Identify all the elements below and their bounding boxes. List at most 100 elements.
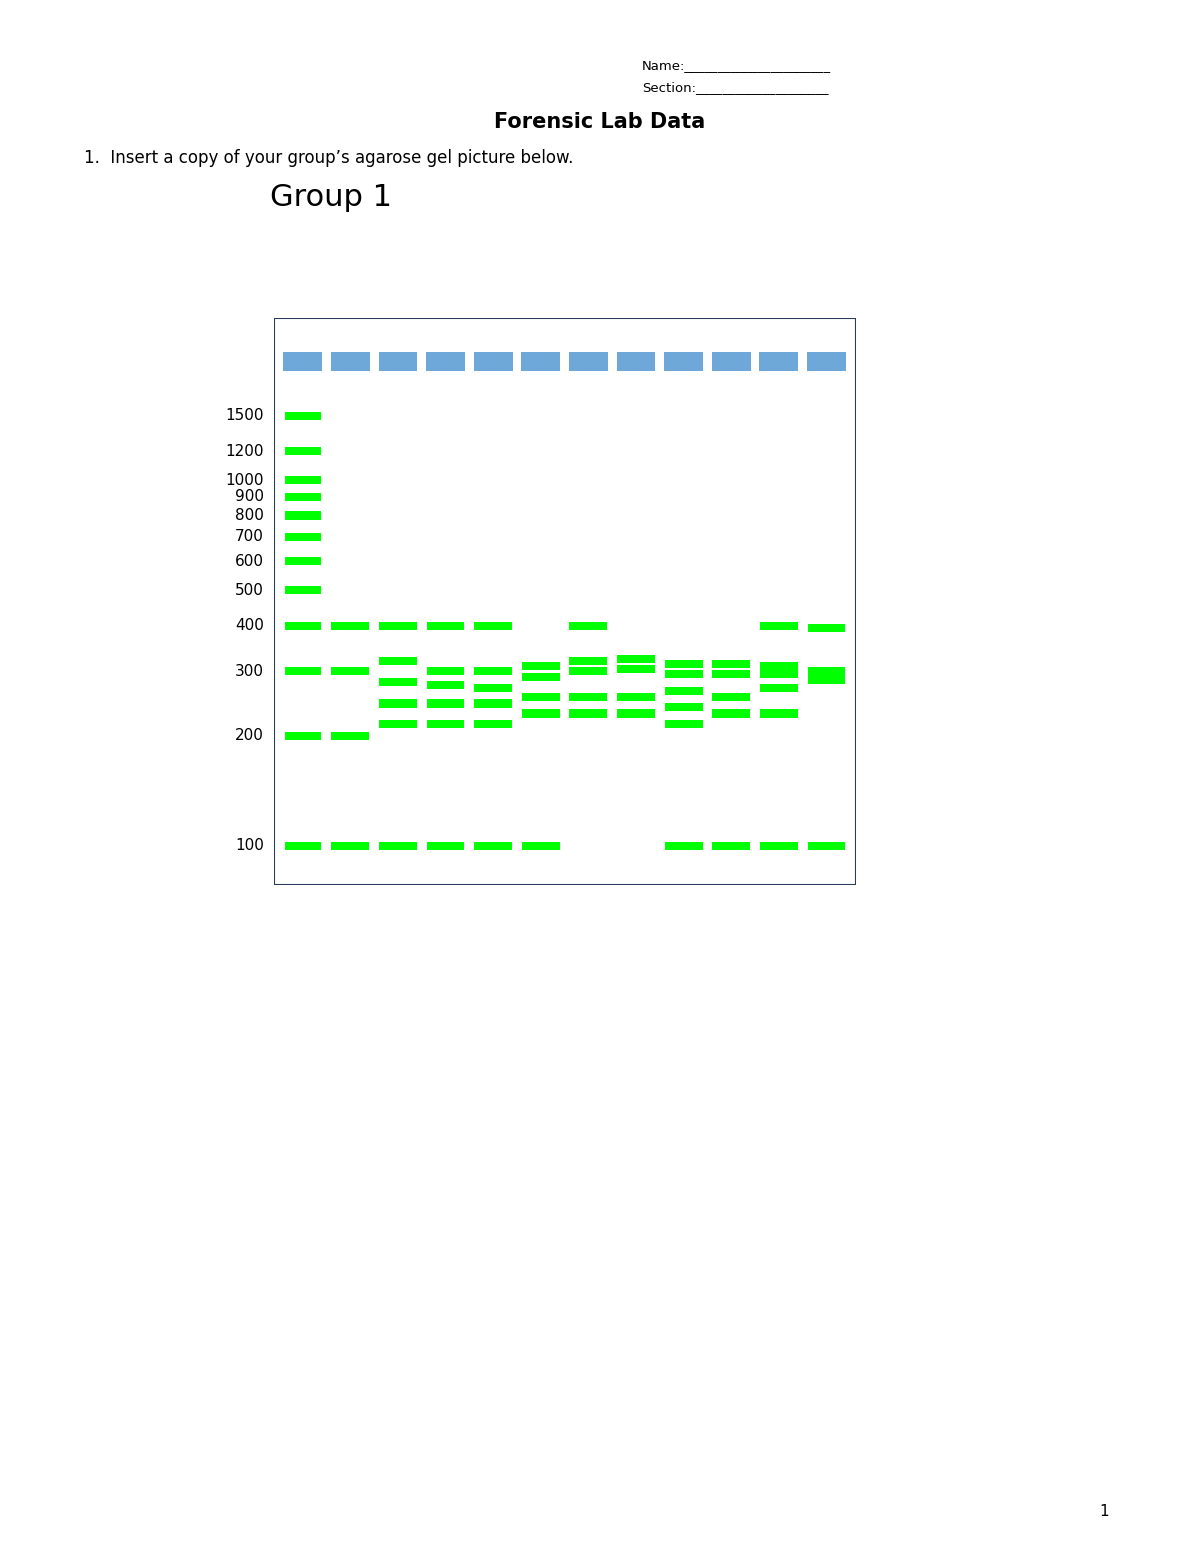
FancyBboxPatch shape — [665, 721, 702, 728]
FancyBboxPatch shape — [474, 621, 512, 631]
FancyBboxPatch shape — [427, 621, 464, 631]
FancyBboxPatch shape — [617, 654, 655, 663]
FancyBboxPatch shape — [760, 662, 798, 671]
FancyBboxPatch shape — [331, 842, 370, 849]
FancyBboxPatch shape — [427, 699, 464, 708]
FancyBboxPatch shape — [427, 682, 464, 690]
FancyBboxPatch shape — [522, 710, 559, 717]
FancyBboxPatch shape — [570, 668, 607, 676]
FancyBboxPatch shape — [474, 721, 512, 728]
FancyBboxPatch shape — [570, 710, 607, 717]
Text: 1: 1 — [346, 331, 355, 346]
FancyBboxPatch shape — [283, 353, 322, 371]
FancyBboxPatch shape — [331, 668, 370, 676]
FancyBboxPatch shape — [284, 731, 320, 739]
Text: 800: 800 — [235, 508, 264, 523]
FancyBboxPatch shape — [284, 477, 320, 485]
FancyBboxPatch shape — [284, 533, 320, 540]
FancyBboxPatch shape — [713, 669, 750, 679]
Text: 10: 10 — [769, 331, 788, 346]
Text: 4: 4 — [488, 331, 498, 346]
FancyBboxPatch shape — [808, 676, 846, 683]
FancyBboxPatch shape — [712, 353, 751, 371]
FancyBboxPatch shape — [474, 699, 512, 708]
Text: Group 1: Group 1 — [270, 183, 392, 213]
FancyBboxPatch shape — [474, 683, 512, 693]
FancyBboxPatch shape — [665, 353, 703, 371]
FancyBboxPatch shape — [284, 558, 320, 565]
FancyBboxPatch shape — [474, 842, 512, 849]
FancyBboxPatch shape — [427, 842, 464, 849]
FancyBboxPatch shape — [379, 699, 416, 708]
FancyBboxPatch shape — [427, 668, 464, 676]
FancyBboxPatch shape — [665, 686, 702, 696]
Text: 300: 300 — [235, 663, 264, 679]
FancyBboxPatch shape — [665, 669, 702, 679]
FancyBboxPatch shape — [760, 710, 798, 717]
Text: 600: 600 — [235, 554, 264, 568]
FancyBboxPatch shape — [426, 353, 464, 371]
FancyBboxPatch shape — [760, 669, 798, 679]
FancyBboxPatch shape — [617, 665, 655, 672]
FancyBboxPatch shape — [569, 353, 608, 371]
FancyBboxPatch shape — [331, 353, 370, 371]
FancyBboxPatch shape — [713, 842, 750, 849]
Text: 1500: 1500 — [226, 408, 264, 424]
FancyBboxPatch shape — [760, 621, 798, 631]
FancyBboxPatch shape — [427, 721, 464, 728]
FancyBboxPatch shape — [284, 621, 320, 631]
Text: Forensic Lab Data: Forensic Lab Data — [494, 112, 706, 132]
FancyBboxPatch shape — [760, 353, 798, 371]
Text: Name:______________________: Name:______________________ — [642, 59, 832, 71]
FancyBboxPatch shape — [808, 624, 846, 632]
FancyBboxPatch shape — [522, 662, 559, 671]
FancyBboxPatch shape — [522, 672, 559, 680]
FancyBboxPatch shape — [379, 679, 416, 686]
FancyBboxPatch shape — [617, 710, 655, 717]
FancyBboxPatch shape — [284, 585, 320, 595]
FancyBboxPatch shape — [474, 353, 512, 371]
FancyBboxPatch shape — [379, 657, 416, 665]
FancyBboxPatch shape — [808, 668, 846, 676]
Text: 1: 1 — [1099, 1503, 1109, 1519]
Text: 8: 8 — [679, 331, 689, 346]
FancyBboxPatch shape — [760, 842, 798, 849]
FancyBboxPatch shape — [570, 621, 607, 631]
FancyBboxPatch shape — [808, 353, 846, 371]
FancyBboxPatch shape — [713, 660, 750, 668]
FancyBboxPatch shape — [617, 353, 655, 371]
Text: 1.  Insert a copy of your group’s agarose gel picture below.: 1. Insert a copy of your group’s agarose… — [84, 149, 574, 168]
Text: 5: 5 — [536, 331, 546, 346]
FancyBboxPatch shape — [379, 721, 416, 728]
FancyBboxPatch shape — [522, 842, 559, 849]
FancyBboxPatch shape — [665, 660, 702, 668]
Text: 700: 700 — [235, 530, 264, 544]
Text: 7: 7 — [631, 331, 641, 346]
FancyBboxPatch shape — [284, 668, 320, 676]
FancyBboxPatch shape — [284, 412, 320, 419]
Text: 9: 9 — [727, 331, 736, 346]
Text: 2: 2 — [394, 331, 403, 346]
FancyBboxPatch shape — [665, 842, 702, 849]
FancyBboxPatch shape — [713, 710, 750, 717]
FancyBboxPatch shape — [474, 668, 512, 676]
FancyBboxPatch shape — [570, 657, 607, 665]
Text: 500: 500 — [235, 582, 264, 598]
FancyBboxPatch shape — [713, 693, 750, 702]
Text: 100: 100 — [235, 839, 264, 854]
Text: 1000: 1000 — [226, 472, 264, 488]
FancyBboxPatch shape — [808, 842, 846, 849]
Text: 1200: 1200 — [226, 444, 264, 458]
FancyBboxPatch shape — [617, 693, 655, 702]
Text: 3: 3 — [440, 331, 450, 346]
FancyBboxPatch shape — [331, 621, 370, 631]
Text: Section:____________________: Section:____________________ — [642, 81, 828, 93]
FancyBboxPatch shape — [378, 353, 418, 371]
FancyBboxPatch shape — [284, 842, 320, 849]
FancyBboxPatch shape — [284, 511, 320, 520]
Text: 400: 400 — [235, 618, 264, 634]
FancyBboxPatch shape — [570, 693, 607, 702]
Text: L: L — [299, 331, 307, 346]
Text: P: P — [822, 331, 830, 346]
FancyBboxPatch shape — [331, 731, 370, 739]
